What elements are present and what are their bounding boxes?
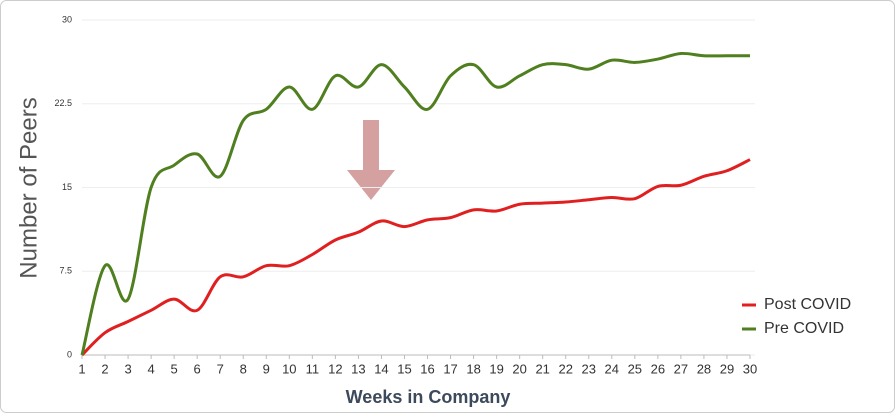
x-tick-label: 21	[535, 361, 549, 376]
x-tick-label: 22	[558, 361, 572, 376]
y-tick-label: 7.5	[59, 266, 72, 276]
x-tick-label: 15	[397, 361, 411, 376]
x-tick-label: 26	[651, 361, 665, 376]
y-tick-label: 30	[62, 14, 72, 24]
x-tick-label: 13	[351, 361, 365, 376]
x-tick-label: 17	[443, 361, 457, 376]
x-tick-label: 16	[420, 361, 434, 376]
x-tick-label: 24	[605, 361, 619, 376]
x-tick-label: 10	[282, 361, 296, 376]
x-tick-label: 12	[328, 361, 342, 376]
x-tick-label: 19	[489, 361, 503, 376]
legend-label: Post COVID	[764, 296, 851, 313]
x-tick-label: 29	[720, 361, 734, 376]
legend-label: Pre COVID	[764, 320, 844, 337]
x-tick-label: 5	[171, 361, 178, 376]
x-axis-title: Weeks in Company	[346, 387, 511, 407]
x-tick-label: 2	[101, 361, 108, 376]
x-tick-label: 20	[512, 361, 526, 376]
y-tick-label: 22.5	[54, 98, 72, 108]
y-axis-title: Number of Peers	[15, 97, 42, 278]
x-tick-label: 28	[697, 361, 711, 376]
x-tick-label: 9	[263, 361, 270, 376]
x-tick-label: 23	[582, 361, 596, 376]
x-tick-label: 8	[240, 361, 247, 376]
arrow	[347, 120, 395, 200]
x-tick-label: 11	[306, 361, 320, 376]
x-tick-label: 4	[147, 361, 154, 376]
line	[80, 51, 750, 356]
x-tick-label: 30	[743, 361, 757, 376]
x-tick-label: 6	[194, 361, 201, 376]
x-tick-label: 3	[124, 361, 131, 376]
y-tick-label: 15	[62, 182, 72, 192]
line	[80, 158, 751, 357]
x-tick-label: 14	[374, 361, 388, 376]
y-tick-label: 0	[67, 349, 72, 359]
x-tick-label: 25	[628, 361, 642, 376]
x-tick-label: 1	[78, 361, 85, 376]
x-tick-label: 18	[466, 361, 480, 376]
x-tick-label: 27	[674, 361, 688, 376]
x-tick-label: 7	[217, 361, 224, 376]
